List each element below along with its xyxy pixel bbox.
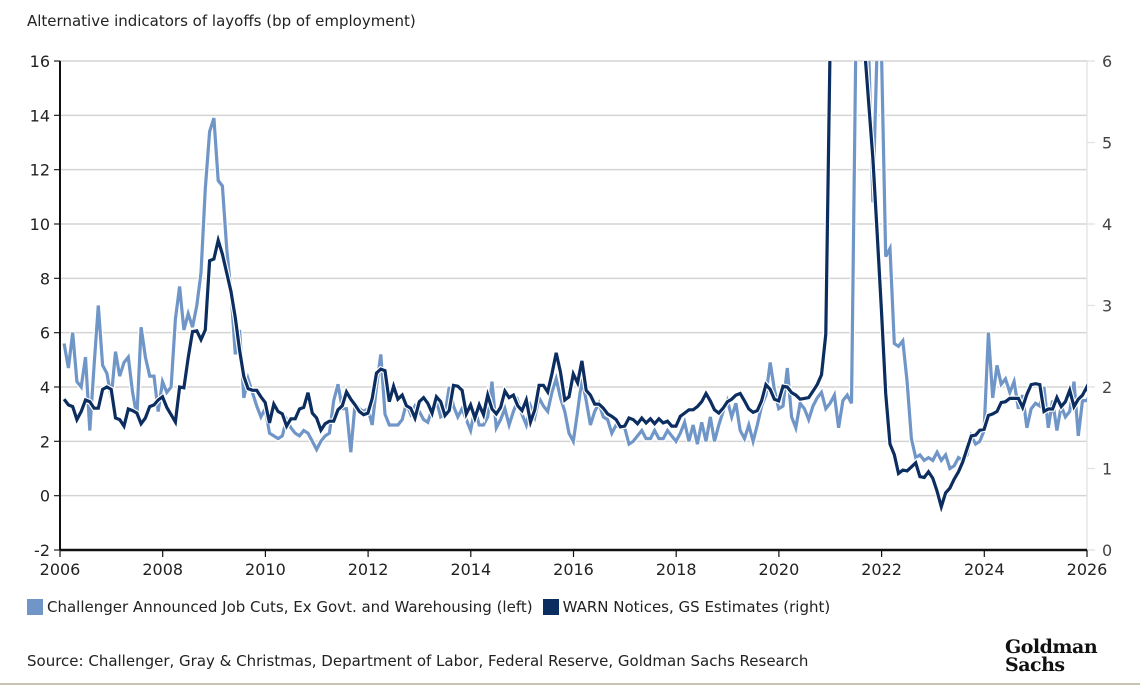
legend-swatch-challenger (27, 599, 43, 615)
left-tick-label: 0 (40, 487, 50, 506)
right-tick-label: 1 (1102, 460, 1112, 479)
left-tick-label: 6 (40, 324, 50, 343)
x-axis: 2006 2008 2010 2012 2014 2016 2018 2020 2022 2024… (40, 548, 1108, 579)
left-tick-label: 10 (30, 215, 50, 234)
logo-line-2: Sachs (1005, 654, 1065, 676)
series-group (61, 61, 1087, 517)
chart-title: Alternative indicators of layoffs (bp of… (27, 12, 416, 30)
right-axis: 6 5 4 3 2 1 0 (1086, 52, 1112, 560)
x-tick-label: 2024 (964, 560, 1005, 579)
bottom-rule (0, 683, 1140, 685)
x-tick-label: 2006 (40, 560, 81, 579)
x-tick-label: 2026 (1067, 560, 1108, 579)
legend-label-challenger: Challenger Announced Job Cuts, Ex Govt. … (47, 598, 533, 616)
x-tick-label: 2018 (656, 560, 697, 579)
legend-item-warn: WARN Notices, GS Estimates (right) (542, 598, 831, 616)
right-tick-label: 0 (1102, 541, 1112, 560)
left-tick-label: 16 (30, 52, 50, 71)
legend: Challenger Announced Job Cuts, Ex Govt. … (27, 598, 834, 616)
right-tick-label: 3 (1102, 297, 1112, 316)
left-tick-label: 14 (30, 106, 50, 125)
right-tick-label: 2 (1102, 378, 1112, 397)
left-tick-label: 4 (40, 378, 50, 397)
x-tick-label: 2010 (245, 560, 286, 579)
goldman-sachs-logo: Goldman Sachs (1005, 636, 1098, 676)
right-tick-label: 6 (1102, 52, 1112, 71)
x-tick-label: 2020 (759, 560, 800, 579)
x-tick-label: 2014 (450, 560, 491, 579)
gridlines (60, 60, 1087, 497)
left-tick-label: 12 (30, 161, 50, 180)
legend-item-challenger: Challenger Announced Job Cuts, Ex Govt. … (27, 598, 533, 616)
left-tick-label: 2 (40, 432, 50, 451)
right-tick-label: 5 (1102, 134, 1112, 153)
legend-label-warn: WARN Notices, GS Estimates (right) (562, 598, 831, 616)
left-tick-label: -2 (34, 541, 50, 560)
x-tick-label: 2016 (553, 560, 594, 579)
series-line-warn (62, 61, 1087, 513)
source-note: Source: Challenger, Gray & Christmas, De… (27, 652, 809, 670)
x-tick-label: 2012 (348, 560, 389, 579)
legend-swatch-warn (542, 599, 559, 615)
x-tick-label: 2008 (142, 560, 183, 579)
left-tick-label: 8 (40, 269, 50, 288)
logo-line-1: Goldman (1005, 636, 1098, 658)
right-tick-label: 4 (1102, 215, 1112, 234)
left-axis: 16 14 12 10 8 6 4 2 0 -2 (30, 52, 61, 560)
x-tick-label: 2022 (861, 560, 902, 579)
